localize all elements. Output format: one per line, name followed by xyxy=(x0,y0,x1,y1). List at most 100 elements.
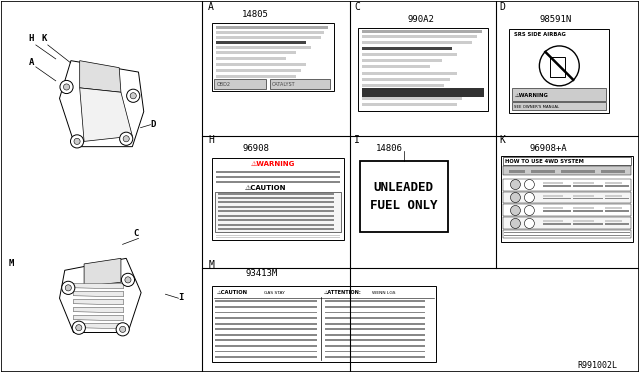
Text: R991002L: R991002L xyxy=(577,361,617,370)
Bar xyxy=(216,57,286,60)
Bar xyxy=(605,182,622,183)
Bar xyxy=(360,161,447,232)
Bar xyxy=(325,334,425,336)
Bar xyxy=(605,221,622,222)
Bar xyxy=(362,73,456,75)
Bar xyxy=(215,312,317,313)
Bar xyxy=(215,306,317,308)
Bar xyxy=(362,41,472,44)
Bar xyxy=(325,306,425,308)
Text: FUEL ONLY: FUEL ONLY xyxy=(370,199,438,212)
Bar xyxy=(218,211,334,212)
Polygon shape xyxy=(80,61,121,92)
Bar xyxy=(509,29,609,113)
Bar xyxy=(358,28,488,111)
Bar xyxy=(573,211,603,212)
Circle shape xyxy=(511,180,520,189)
Bar xyxy=(605,211,629,212)
Bar xyxy=(543,211,572,212)
Bar xyxy=(504,192,631,203)
Bar xyxy=(573,221,594,222)
Bar xyxy=(325,351,425,352)
Bar xyxy=(215,192,341,232)
Polygon shape xyxy=(60,258,141,333)
Text: GAS STAY: GAS STAY xyxy=(264,291,285,295)
Bar xyxy=(605,198,629,199)
Bar xyxy=(605,195,622,196)
Bar xyxy=(218,215,334,217)
Text: 96908: 96908 xyxy=(242,144,269,153)
Text: H: H xyxy=(29,34,34,43)
Bar xyxy=(543,185,572,186)
Text: ⚠WARNING: ⚠WARNING xyxy=(250,161,294,167)
Circle shape xyxy=(540,46,579,86)
Bar xyxy=(362,88,484,97)
Bar xyxy=(216,51,296,54)
Bar xyxy=(216,237,340,238)
Bar xyxy=(215,328,317,330)
Text: M: M xyxy=(209,260,214,270)
Circle shape xyxy=(524,180,534,189)
Text: C: C xyxy=(134,230,139,238)
Text: 98591N: 98591N xyxy=(540,15,572,24)
Circle shape xyxy=(511,218,520,228)
Text: 14805: 14805 xyxy=(242,10,269,19)
Text: UNLEADED: UNLEADED xyxy=(374,181,434,194)
Polygon shape xyxy=(74,291,124,296)
Bar xyxy=(325,301,425,302)
Bar xyxy=(543,195,563,196)
Bar xyxy=(362,84,444,87)
Circle shape xyxy=(65,285,71,291)
Bar xyxy=(605,224,629,225)
Bar xyxy=(215,356,317,358)
Text: HOW TO USE 4WD SYSTEM: HOW TO USE 4WD SYSTEM xyxy=(506,158,584,164)
Text: SEE OWNER'S MANUAL: SEE OWNER'S MANUAL xyxy=(515,105,559,109)
Text: D: D xyxy=(499,2,506,12)
Bar xyxy=(212,286,436,362)
Bar xyxy=(504,230,631,238)
Bar xyxy=(215,334,317,336)
Bar xyxy=(270,79,330,89)
Text: A: A xyxy=(29,58,34,67)
Circle shape xyxy=(127,89,140,102)
Bar xyxy=(325,340,425,341)
Polygon shape xyxy=(84,258,121,286)
Bar xyxy=(362,65,429,68)
Text: ⚠CAUTION: ⚠CAUTION xyxy=(216,290,248,295)
Bar xyxy=(362,91,479,94)
Bar xyxy=(216,26,328,29)
Circle shape xyxy=(116,323,129,336)
Bar xyxy=(543,198,572,199)
Circle shape xyxy=(125,277,131,283)
Circle shape xyxy=(61,281,75,294)
Bar xyxy=(214,79,266,89)
Bar xyxy=(216,69,301,72)
Text: OBD2: OBD2 xyxy=(216,82,230,87)
Text: SRS SIDE AIRBAG: SRS SIDE AIRBAG xyxy=(515,32,566,37)
Bar xyxy=(216,176,340,177)
Bar xyxy=(218,228,334,230)
Bar xyxy=(513,88,606,101)
Bar xyxy=(573,208,594,209)
Circle shape xyxy=(70,135,84,148)
Bar xyxy=(362,103,456,106)
Bar xyxy=(362,54,456,56)
Bar xyxy=(543,208,563,209)
Text: 14806: 14806 xyxy=(376,144,403,153)
Bar xyxy=(531,170,556,173)
Bar xyxy=(325,323,425,324)
Polygon shape xyxy=(74,307,124,312)
Bar xyxy=(362,31,481,33)
Bar xyxy=(504,235,630,236)
Bar xyxy=(362,78,450,81)
Bar xyxy=(218,219,334,221)
Polygon shape xyxy=(74,323,124,328)
Bar xyxy=(362,60,442,62)
Text: M: M xyxy=(9,259,14,268)
Bar xyxy=(362,48,452,50)
Bar xyxy=(573,182,594,183)
Bar xyxy=(573,224,603,225)
Bar xyxy=(216,76,296,78)
Text: I: I xyxy=(179,293,184,302)
Circle shape xyxy=(524,193,534,202)
